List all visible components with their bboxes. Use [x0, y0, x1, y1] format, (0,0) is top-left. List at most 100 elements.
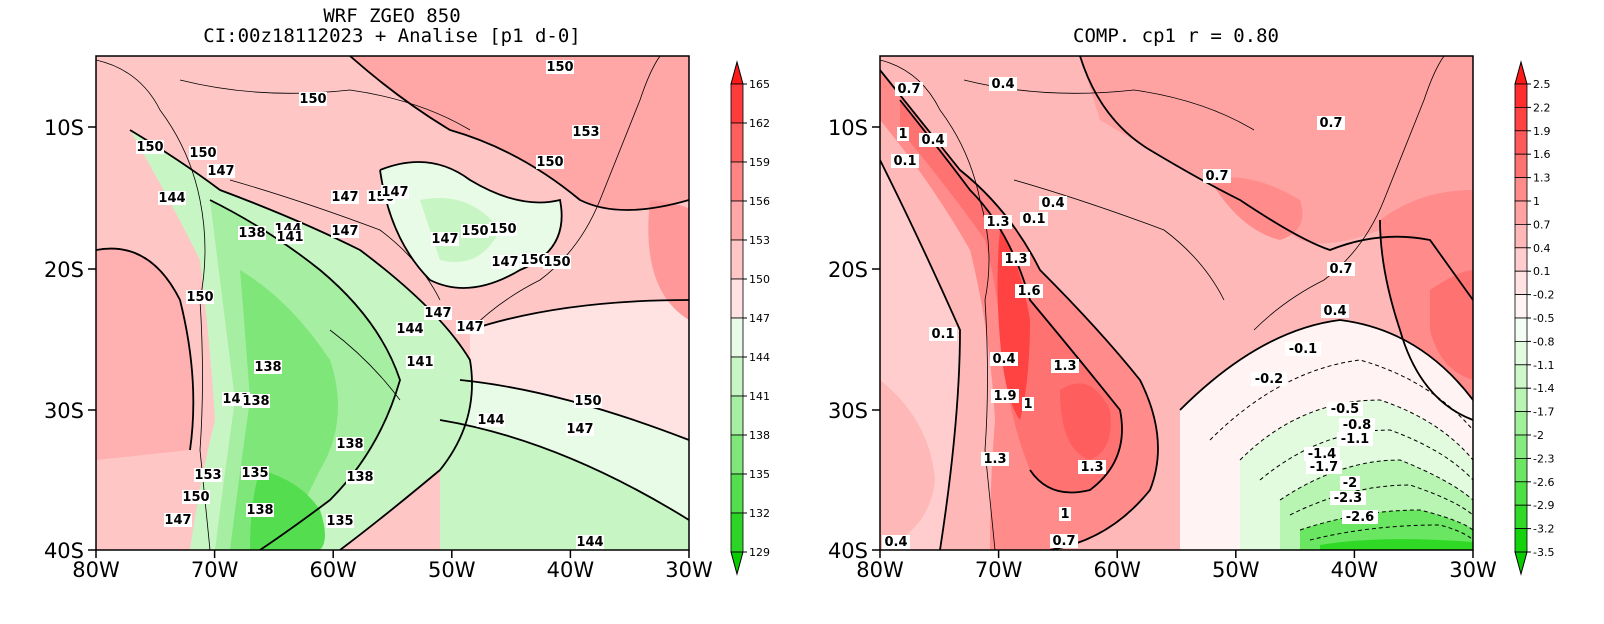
colorbar-box: [730, 83, 744, 124]
contour-label: 0.7: [897, 82, 920, 97]
colorbar-label: 144: [749, 351, 770, 364]
contour-label: 150: [546, 60, 573, 75]
colorbar-label: 2.2: [1533, 101, 1551, 114]
contour-label-bg: [189, 146, 217, 160]
contour-label: 138: [242, 394, 269, 409]
contour-label: 147: [331, 224, 358, 239]
left-map-field: [96, 56, 689, 550]
contour-label-bg: [882, 535, 910, 549]
contour-label: 138: [238, 226, 265, 241]
contour-label: 153: [194, 468, 221, 483]
x-tick-label: 70W: [975, 558, 1023, 582]
colorbar-label: 156: [749, 195, 770, 208]
x-tick-label: 40W: [547, 558, 595, 582]
contour-label-bg: [1059, 507, 1071, 521]
contour-label: 1.9: [993, 389, 1016, 404]
y-tick-label: 10S: [44, 116, 84, 140]
colorbar-box: [730, 512, 744, 553]
contour-label: 138: [246, 503, 273, 518]
contour-label: 147: [164, 513, 191, 528]
contour-label-bg: [991, 389, 1019, 403]
contour-label: 1: [1023, 397, 1032, 412]
contour-label: 147: [424, 306, 451, 321]
contour-label-bg: [1339, 418, 1375, 432]
contour-label: 1: [898, 127, 907, 142]
colorbar-label: 138: [749, 429, 770, 442]
contour-label: 150: [520, 253, 547, 268]
colorbar-box: [1514, 364, 1528, 389]
contour-label: 147: [491, 255, 518, 270]
contour-label-bg: [331, 190, 359, 204]
contour-label-bg: [1321, 304, 1349, 318]
colorbar-top-arrow: [730, 60, 744, 85]
contour-label-bg: [381, 185, 409, 199]
contour-label-bg: [1340, 476, 1360, 490]
colorbar-label: 0.4: [1533, 242, 1551, 255]
contour-label: 153: [572, 125, 599, 140]
contour-label: 150: [299, 92, 326, 107]
contour-label: 1.3: [986, 215, 1009, 230]
contour-label-bg: [546, 60, 574, 74]
contour-label: 138: [254, 360, 281, 375]
contour-label-bg: [1317, 116, 1345, 130]
contour-label-bg: [424, 306, 452, 320]
colorbar-label: 141: [749, 390, 770, 403]
contour-label: 0.7: [1319, 116, 1342, 131]
contour-label: 138: [336, 437, 363, 452]
colorbar-box: [730, 317, 744, 358]
y-tick-label: 20S: [828, 258, 868, 282]
contour-label-bg: [1251, 372, 1287, 386]
x-tick-label: 30W: [665, 558, 713, 582]
colorbar-box: [1514, 130, 1528, 155]
contour-label-bg: [929, 327, 957, 341]
contour-label: -1.4: [1308, 447, 1336, 462]
contour-label: 150: [182, 490, 209, 505]
contour-label: 144: [576, 535, 603, 550]
contour-label-bg: [984, 215, 1012, 229]
colorbar-label: 150: [749, 273, 770, 286]
colorbar-bottom-arrow: [1514, 551, 1528, 576]
y-tick-label: 40S: [44, 539, 84, 563]
colorbar-box: [1514, 387, 1528, 413]
colorbar-box: [1514, 107, 1528, 132]
contour-label-bg: [1002, 252, 1030, 266]
colorbar-box: [1514, 481, 1528, 506]
colorbar-label: -3.2: [1533, 523, 1554, 536]
contour-label-bg: [207, 164, 235, 178]
contour-label: 0.4: [1041, 196, 1064, 211]
left-title-line1: WRF ZGEO 850: [323, 5, 460, 27]
colorbar-label: -3.5: [1533, 546, 1554, 559]
contour-label: -2.6: [1346, 510, 1374, 525]
contour-label: -0.1: [1289, 342, 1317, 357]
colorbar-box: [1514, 153, 1528, 178]
contour-label-bg: [246, 503, 274, 517]
contour-label-bg: [396, 322, 424, 336]
colorbar-box: [730, 278, 744, 319]
contour-label-bg: [574, 394, 602, 408]
contour-label-bg: [299, 92, 327, 106]
contour-label: 0.7: [1205, 169, 1228, 184]
contour-label: -1.7: [1310, 460, 1338, 475]
colorbar-box: [1514, 457, 1528, 483]
y-tick-label: 30S: [44, 399, 84, 423]
colorbar-box: [1514, 434, 1528, 459]
colorbar-label: 153: [749, 234, 770, 247]
contour-label: 150: [574, 394, 601, 409]
right-title: COMP. cp1 r = 0.80: [1073, 25, 1279, 47]
contour-label: 150: [186, 290, 213, 305]
contour-label-bg: [1285, 342, 1321, 356]
contour-label-bg: [1078, 460, 1106, 474]
colorbar-box: [1514, 340, 1528, 366]
contour-label-bg: [1327, 262, 1355, 276]
contour-label-bg: [1039, 196, 1067, 210]
contour-label-bg: [254, 360, 282, 374]
x-tick-label: 80W: [856, 558, 904, 582]
contour-label-bg: [990, 352, 1018, 366]
colorbar-label: 1: [1533, 195, 1540, 208]
colorbar-label: 0.7: [1533, 218, 1551, 231]
contour-label-bg: [241, 466, 269, 480]
left-title-line2: CI:00z18112023 + Analise [p1 d-0]: [203, 25, 581, 47]
contour-label-bg: [461, 224, 489, 238]
colorbar-label: -0.8: [1533, 335, 1554, 348]
contour-label-bg: [182, 490, 210, 504]
